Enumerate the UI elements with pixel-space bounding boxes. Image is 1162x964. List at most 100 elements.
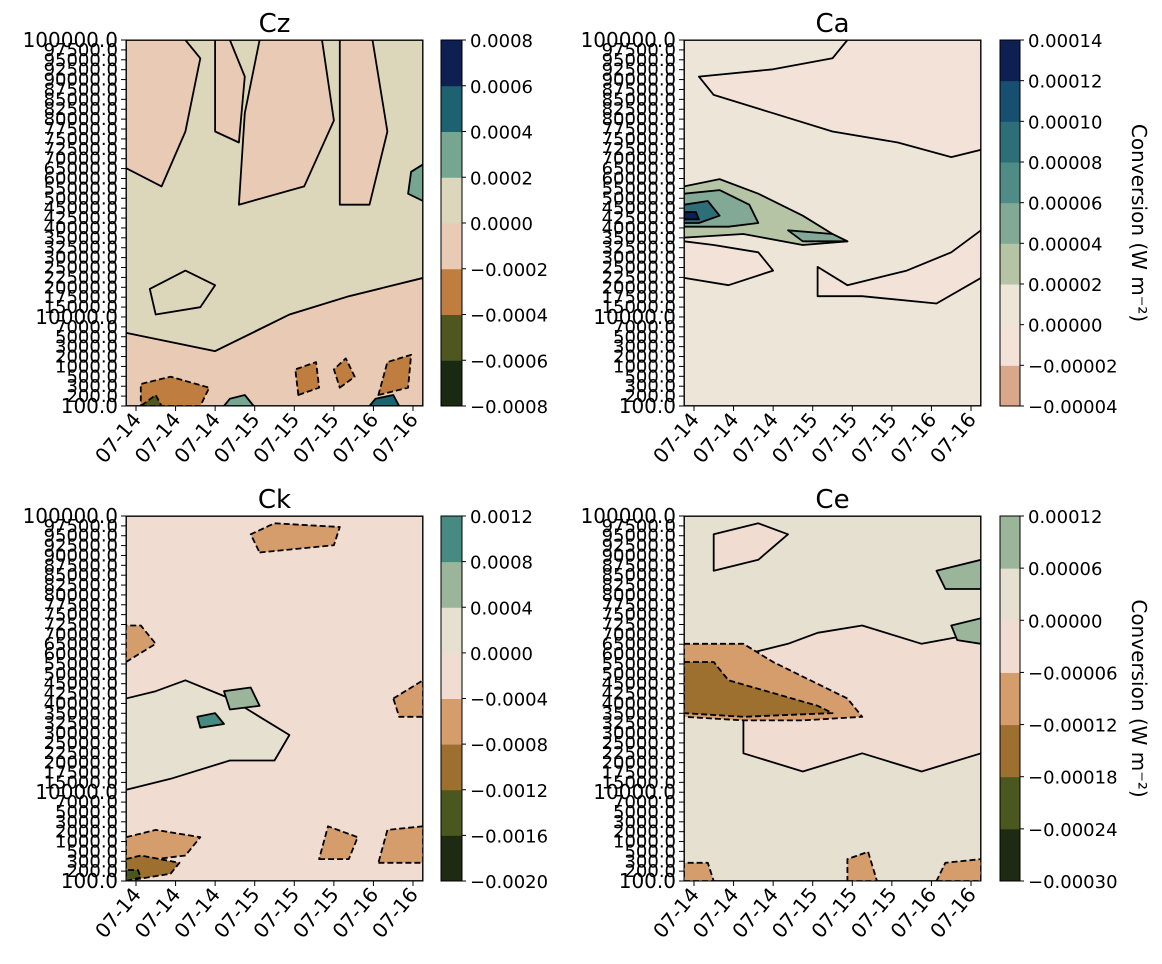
colorbar-tick-label: −0.00018 xyxy=(1028,768,1118,789)
y-tick-label: 2000.0 xyxy=(55,822,118,843)
plot-frame xyxy=(683,39,982,407)
panel-title: Cz xyxy=(259,9,291,39)
y-tick-label: 25000.0 xyxy=(602,258,676,279)
colorbar-segment xyxy=(441,698,462,745)
y-tick-label: 45000.0 xyxy=(602,674,676,695)
colorbar-tick-label: 0.0004 xyxy=(470,598,533,619)
colorbar-tick-label: 0.0000 xyxy=(470,214,533,235)
colorbar-segment xyxy=(441,561,462,608)
contour-region xyxy=(126,679,291,791)
contour-field xyxy=(126,40,423,406)
colorbar-tick-label: −0.00004 xyxy=(1028,397,1118,418)
colorbar-tick-label: 0.00010 xyxy=(1028,112,1102,133)
colorbar-segment xyxy=(441,223,462,270)
y-tick-label: 55000.0 xyxy=(44,654,118,675)
contour-region xyxy=(338,40,389,206)
contour-region xyxy=(294,361,321,396)
y-tick-label: 100.0 xyxy=(61,394,118,418)
y-tick-label: 77500.0 xyxy=(44,595,118,616)
colorbar-segment xyxy=(1000,516,1020,569)
y-tick-label: 40000.0 xyxy=(602,218,676,239)
colorbar-segment xyxy=(441,268,462,315)
y-tick-label: 1000.0 xyxy=(55,356,118,377)
colorbar-segment xyxy=(441,314,462,361)
y-tick-label: 72500.0 xyxy=(44,139,118,160)
y-tick-label: 42500.0 xyxy=(44,684,118,705)
y-tick-label: 45000.0 xyxy=(602,198,676,219)
y-tick-label: 500.0 xyxy=(66,366,118,387)
contour-region xyxy=(237,40,335,206)
y-tick-label: 300.0 xyxy=(624,376,676,397)
colorbar-tick-label: 0.0008 xyxy=(470,31,533,52)
colorbar-segment xyxy=(1000,121,1020,163)
colorbar-segment xyxy=(441,789,462,836)
colorbar-segment xyxy=(441,177,462,224)
y-tick-label: 92500.0 xyxy=(44,60,118,81)
y-tick-label: 35000.0 xyxy=(44,228,118,249)
y-tick-label: 32500.0 xyxy=(602,713,676,734)
contour-region xyxy=(392,679,423,718)
y-tick-label: 70000.0 xyxy=(602,624,676,645)
y-tick-label: 42500.0 xyxy=(602,684,676,705)
y-tick-label: 32500.0 xyxy=(44,238,118,259)
y-tick-label: 97500.0 xyxy=(44,40,118,61)
colorbar-segment xyxy=(441,131,462,178)
contour-region xyxy=(126,40,202,188)
y-tick-label: 95000.0 xyxy=(602,50,676,71)
y-tick-label: 80000.0 xyxy=(602,109,676,130)
y-tick-label: 65000.0 xyxy=(602,634,676,655)
y-tick-label: 82500.0 xyxy=(44,99,118,120)
y-tick-label: 77500.0 xyxy=(602,119,676,140)
contour-region xyxy=(139,394,163,406)
contour-region xyxy=(249,522,341,554)
y-tick-label: 75000.0 xyxy=(44,605,118,626)
y-tick-label: 3000.0 xyxy=(55,812,118,833)
y-tick-label: 45000.0 xyxy=(44,674,118,695)
y-tick-label: 42500.0 xyxy=(44,208,118,229)
y-tick-label: 15000.0 xyxy=(44,772,118,793)
contour-region xyxy=(214,40,246,144)
y-tick-label: 200.0 xyxy=(66,386,118,407)
colorbar-segment xyxy=(441,835,462,882)
colorbar-tick-label: −0.0004 xyxy=(470,306,548,327)
y-tick-label: 50000.0 xyxy=(44,664,118,685)
y-tick-label: 30000.0 xyxy=(602,248,676,269)
y-tick-label: 100.0 xyxy=(61,869,118,893)
colorbar-tick-label: 0.00002 xyxy=(1028,275,1102,296)
y-tick-label: 85000.0 xyxy=(44,565,118,586)
y-tick-label: 10000.0 xyxy=(35,305,118,329)
y-tick-label: 22500.0 xyxy=(44,267,118,288)
y-tick-label: 97500.0 xyxy=(602,40,676,61)
y-tick-label: 10000.0 xyxy=(593,780,676,804)
colorbar-segment xyxy=(1000,568,1020,621)
contour-region xyxy=(950,617,981,645)
y-tick-label: 17500.0 xyxy=(602,287,676,308)
y-tick-label: 77500.0 xyxy=(44,119,118,140)
colorbar-tick-label: −0.00002 xyxy=(1028,356,1118,377)
y-tick-label: 20000.0 xyxy=(602,753,676,774)
y-tick-label: 100000.0 xyxy=(23,28,118,52)
y-tick-label: 35000.0 xyxy=(602,228,676,249)
panel-title: Ca xyxy=(815,9,849,39)
colorbar-segment xyxy=(1000,776,1020,830)
plot-frame xyxy=(125,515,424,882)
y-tick-label: 92500.0 xyxy=(602,60,676,81)
colorbar-tick-label: −0.0008 xyxy=(470,397,548,418)
y-tick-label: 100000.0 xyxy=(581,504,676,528)
y-tick-label: 35000.0 xyxy=(602,703,676,724)
colorbar-segment xyxy=(1000,620,1020,673)
y-tick-label: 7000.0 xyxy=(613,792,676,813)
contour-field xyxy=(126,516,423,881)
y-tick-label: 70000.0 xyxy=(44,624,118,645)
contour-region xyxy=(684,861,715,881)
y-tick-label: 75000.0 xyxy=(44,129,118,150)
contour-region xyxy=(407,163,423,202)
y-tick-label: 200.0 xyxy=(624,386,676,407)
colorbar-tick-label: 0.00006 xyxy=(1028,194,1102,215)
y-tick-label: 65000.0 xyxy=(44,159,118,180)
y-tick-label: 100.0 xyxy=(619,394,676,418)
y-tick-label: 75000.0 xyxy=(602,605,676,626)
y-tick-label: 5000.0 xyxy=(55,327,118,348)
y-tick-label: 500.0 xyxy=(66,841,118,862)
y-tick-label: 90000.0 xyxy=(44,545,118,566)
